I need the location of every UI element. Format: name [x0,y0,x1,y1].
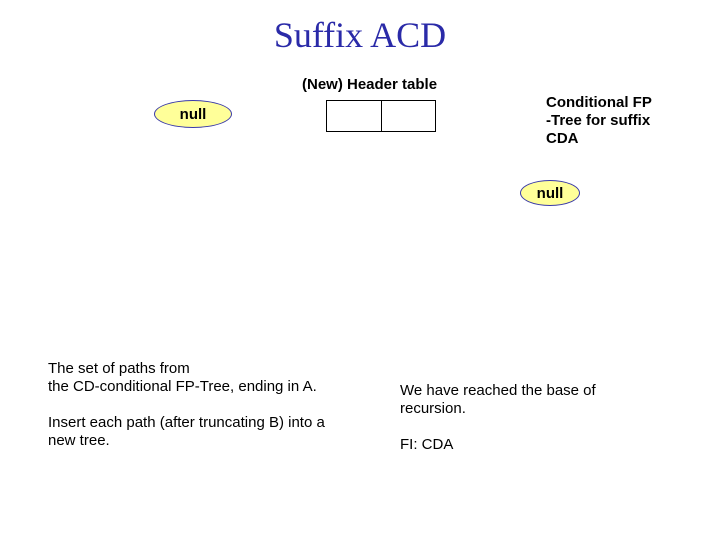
left-explanation-text: The set of paths fromthe CD-conditional … [48,360,325,450]
right-null-node: null [520,180,580,206]
header-table-label: (New) Header table [302,76,437,93]
header-table-cell [381,101,436,131]
right-null-node-text: null [537,185,564,202]
conditional-fp-label: Conditional FP-Tree for suffixCDA [546,94,652,148]
left-null-node: null [154,100,232,128]
right-explanation-text: We have reached the base ofrecursion. FI… [400,382,596,454]
left-null-node-text: null [180,106,207,123]
page-title: Suffix ACD [0,14,720,56]
header-table-cell [327,101,381,131]
header-table [326,100,436,132]
